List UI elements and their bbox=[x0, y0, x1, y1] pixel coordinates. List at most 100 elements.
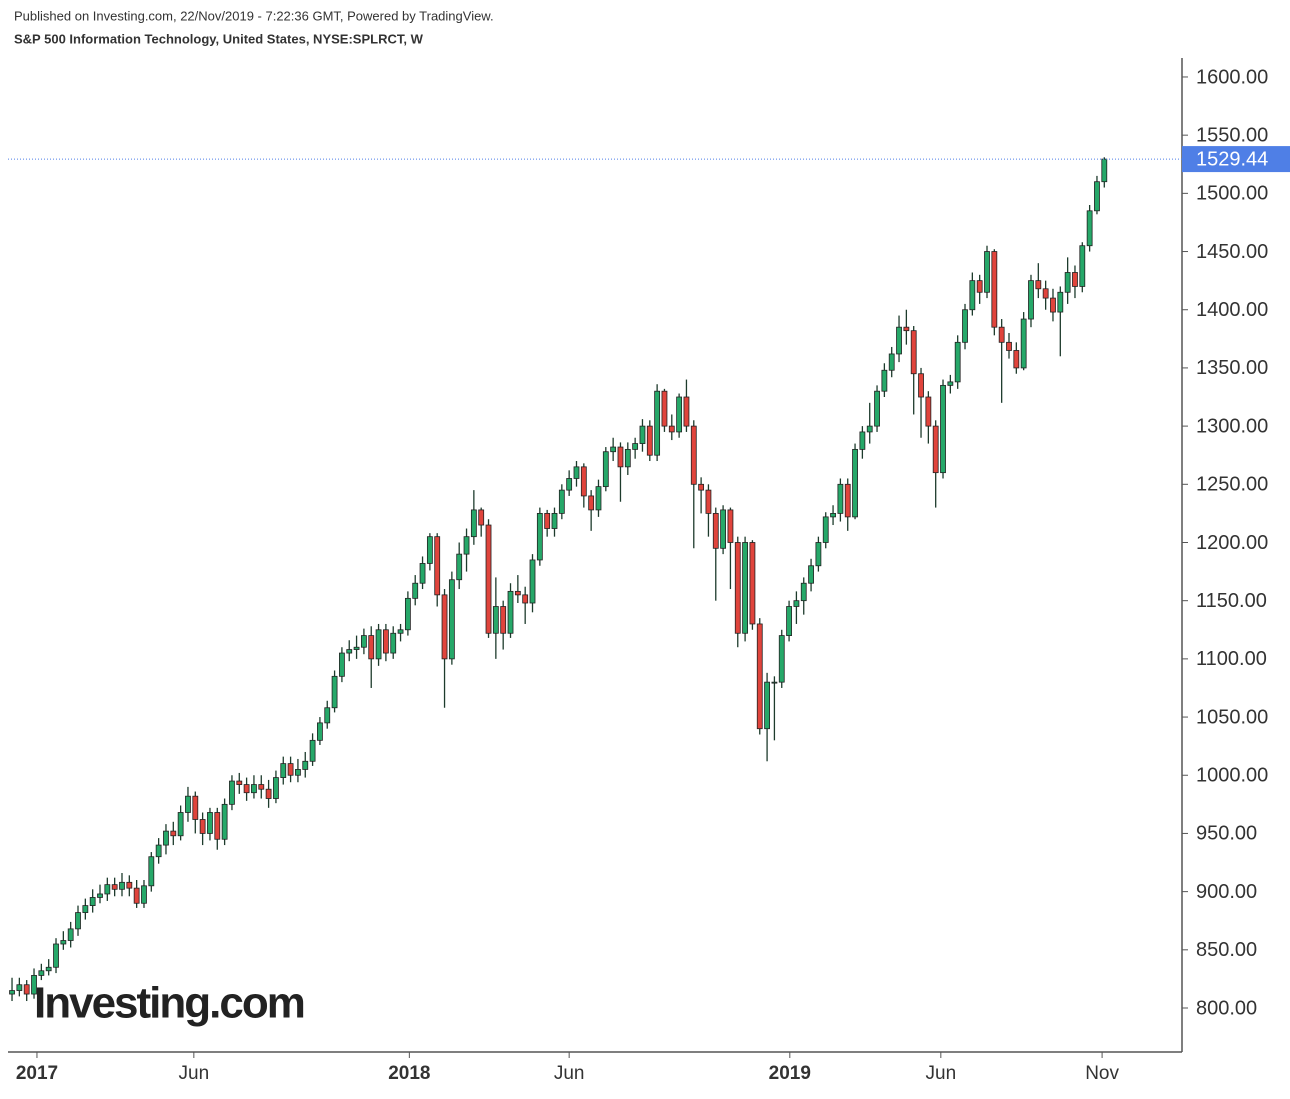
candle-body bbox=[837, 483, 844, 514]
candle-body bbox=[287, 763, 294, 776]
candle-body bbox=[984, 251, 990, 293]
candle-body bbox=[243, 784, 250, 794]
candle-body bbox=[1101, 158, 1108, 183]
y-tick-label: 950.00 bbox=[1196, 823, 1257, 845]
candle-body bbox=[573, 466, 580, 479]
candle-body bbox=[463, 536, 470, 555]
candle-body bbox=[932, 425, 939, 474]
x-tick-label: Jun bbox=[926, 1063, 957, 1084]
candle-body bbox=[119, 881, 125, 890]
candle-body bbox=[646, 425, 653, 456]
candle-body bbox=[844, 483, 851, 518]
candle-body bbox=[207, 812, 213, 834]
y-tick-label: 850.00 bbox=[1196, 939, 1257, 961]
candle-body bbox=[346, 649, 353, 654]
candle-body bbox=[265, 788, 272, 799]
candle-body bbox=[1057, 291, 1064, 313]
candle-body bbox=[485, 524, 492, 634]
last-price-box bbox=[1182, 146, 1290, 173]
candle-body bbox=[683, 396, 690, 427]
candle-body bbox=[199, 819, 206, 834]
candle-body bbox=[478, 509, 485, 526]
candle-body bbox=[1006, 341, 1012, 351]
candle-body bbox=[991, 251, 998, 328]
x-tick-label: Nov bbox=[1085, 1063, 1119, 1084]
candle-body bbox=[353, 646, 360, 650]
candle-body bbox=[280, 763, 287, 778]
candle-body bbox=[954, 341, 961, 383]
candle-body bbox=[793, 600, 800, 607]
candle-body bbox=[375, 629, 382, 660]
candle-body bbox=[434, 536, 441, 596]
candle-body bbox=[309, 739, 316, 762]
y-tick-label: 1400.00 bbox=[1196, 299, 1268, 321]
candle-body bbox=[998, 326, 1005, 343]
y-tick-label: 1000.00 bbox=[1196, 765, 1268, 787]
y-tick-label: 1600.00 bbox=[1196, 66, 1268, 88]
candle-body bbox=[111, 884, 118, 890]
header: Published on Investing.com, 22/Nov/2019 … bbox=[14, 8, 494, 23]
y-tick-label: 800.00 bbox=[1196, 997, 1257, 1019]
candle-body bbox=[551, 512, 558, 529]
candle-body bbox=[529, 559, 536, 604]
x-tick-label: 2019 bbox=[769, 1063, 811, 1084]
candle-body bbox=[558, 489, 565, 514]
candle-body bbox=[602, 451, 609, 488]
candle-body bbox=[815, 542, 822, 567]
y-tick-label: 1150.00 bbox=[1196, 590, 1267, 612]
candle-body bbox=[764, 681, 770, 730]
x-tick-label: Jun bbox=[179, 1063, 210, 1084]
candle-body bbox=[896, 326, 902, 355]
candle-body bbox=[698, 483, 705, 491]
candle-body bbox=[148, 856, 155, 887]
candle-body bbox=[258, 784, 265, 790]
candle-body bbox=[141, 885, 147, 904]
candle-body bbox=[9, 990, 15, 995]
candle-body bbox=[214, 812, 221, 840]
candle-body bbox=[500, 606, 507, 634]
candle-body bbox=[470, 509, 477, 538]
candle-body bbox=[580, 466, 587, 497]
watermark: Investing.com bbox=[34, 979, 304, 1028]
y-tick-label: 1550.00 bbox=[1196, 124, 1268, 146]
candle-body bbox=[23, 984, 30, 995]
candle-body bbox=[456, 553, 463, 581]
candle-body bbox=[749, 542, 756, 625]
candle-body bbox=[976, 280, 983, 293]
candle-body bbox=[1086, 210, 1093, 247]
y-tick-label: 1200.00 bbox=[1196, 532, 1268, 554]
candle-body bbox=[588, 495, 595, 511]
x-tick-label: Jun bbox=[554, 1063, 585, 1084]
candle-body bbox=[412, 582, 419, 599]
candle-body bbox=[492, 606, 499, 634]
candle-body bbox=[639, 425, 646, 444]
candle-body bbox=[361, 635, 367, 648]
candle-body bbox=[16, 984, 23, 991]
candle-body bbox=[544, 512, 551, 529]
candle-body bbox=[632, 443, 639, 450]
candle-body bbox=[339, 652, 345, 677]
candle-body bbox=[734, 542, 741, 634]
candle-body bbox=[507, 590, 514, 634]
candle-body bbox=[155, 844, 162, 858]
candle-body bbox=[1072, 272, 1078, 287]
candle-body bbox=[1050, 297, 1056, 313]
candle-body bbox=[89, 897, 96, 906]
candle-body bbox=[251, 784, 257, 794]
candle-body bbox=[441, 594, 448, 660]
candle-body bbox=[962, 309, 968, 343]
candle-body bbox=[742, 542, 748, 634]
candle-body bbox=[104, 884, 111, 895]
candle-body bbox=[170, 830, 177, 837]
candle-body bbox=[778, 635, 785, 683]
candle-body bbox=[522, 594, 529, 604]
candle-body bbox=[1028, 280, 1034, 320]
candle-body bbox=[185, 795, 191, 813]
candle-body bbox=[610, 446, 617, 453]
y-tick-label: 900.00 bbox=[1196, 881, 1257, 903]
candle-body bbox=[690, 425, 697, 485]
candle-body bbox=[712, 512, 719, 549]
candle-body bbox=[654, 390, 661, 456]
candle-body bbox=[866, 425, 873, 433]
y-tick-label: 1050.00 bbox=[1196, 706, 1268, 728]
